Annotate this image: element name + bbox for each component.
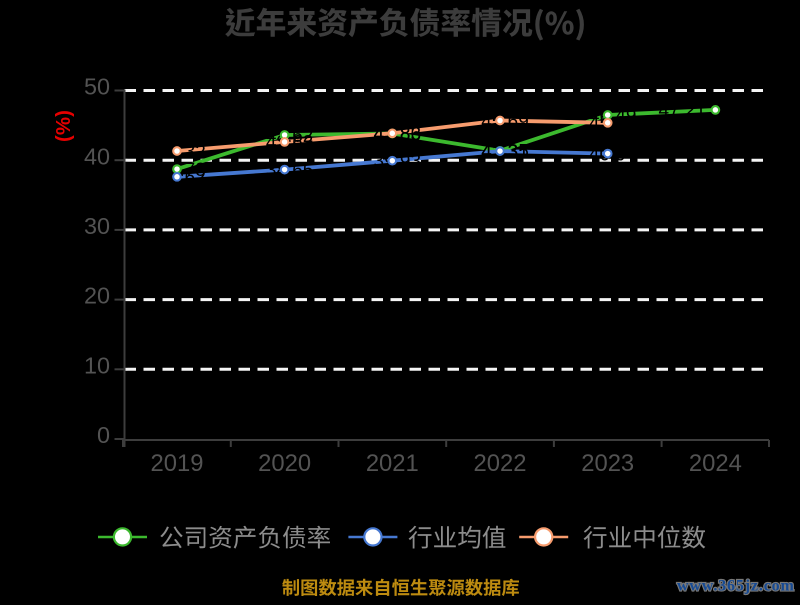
svg-text:0: 0 — [97, 422, 110, 448]
svg-text:50: 50 — [84, 74, 110, 100]
svg-text:38.65: 38.65 — [266, 160, 314, 181]
svg-text:2019: 2019 — [151, 450, 204, 477]
svg-text:40.94: 40.94 — [589, 144, 637, 165]
svg-text:41.32: 41.32 — [158, 142, 206, 163]
svg-text:43.83: 43.83 — [374, 124, 422, 145]
svg-text:(%): (%) — [52, 110, 75, 142]
svg-text:30: 30 — [84, 213, 110, 239]
svg-text:39.93: 39.93 — [374, 152, 422, 173]
svg-text:47.21: 47.21 — [658, 101, 706, 122]
svg-text:www.365jz.com: www.365jz.com — [677, 578, 795, 595]
svg-text:10: 10 — [84, 352, 110, 378]
svg-text:46.49: 46.49 — [589, 106, 637, 127]
svg-text:45.69: 45.69 — [481, 111, 529, 132]
svg-text:20: 20 — [84, 283, 110, 309]
svg-text:2022: 2022 — [474, 450, 527, 477]
svg-text:43.62: 43.62 — [266, 126, 314, 147]
svg-text:41.35: 41.35 — [481, 142, 529, 163]
svg-text:2021: 2021 — [366, 450, 419, 477]
svg-text:41.31: 41.31 — [481, 142, 529, 163]
svg-text:2020: 2020 — [258, 450, 311, 477]
svg-text:2023: 2023 — [581, 450, 634, 477]
svg-text:38.73: 38.73 — [158, 160, 206, 181]
svg-text:2024: 2024 — [689, 450, 742, 477]
svg-text:45.37: 45.37 — [589, 114, 637, 135]
svg-text:42.63: 42.63 — [266, 133, 314, 154]
svg-text:43.86: 43.86 — [374, 124, 422, 145]
svg-text:37.62: 37.62 — [158, 168, 206, 189]
svg-text:40: 40 — [84, 143, 110, 169]
